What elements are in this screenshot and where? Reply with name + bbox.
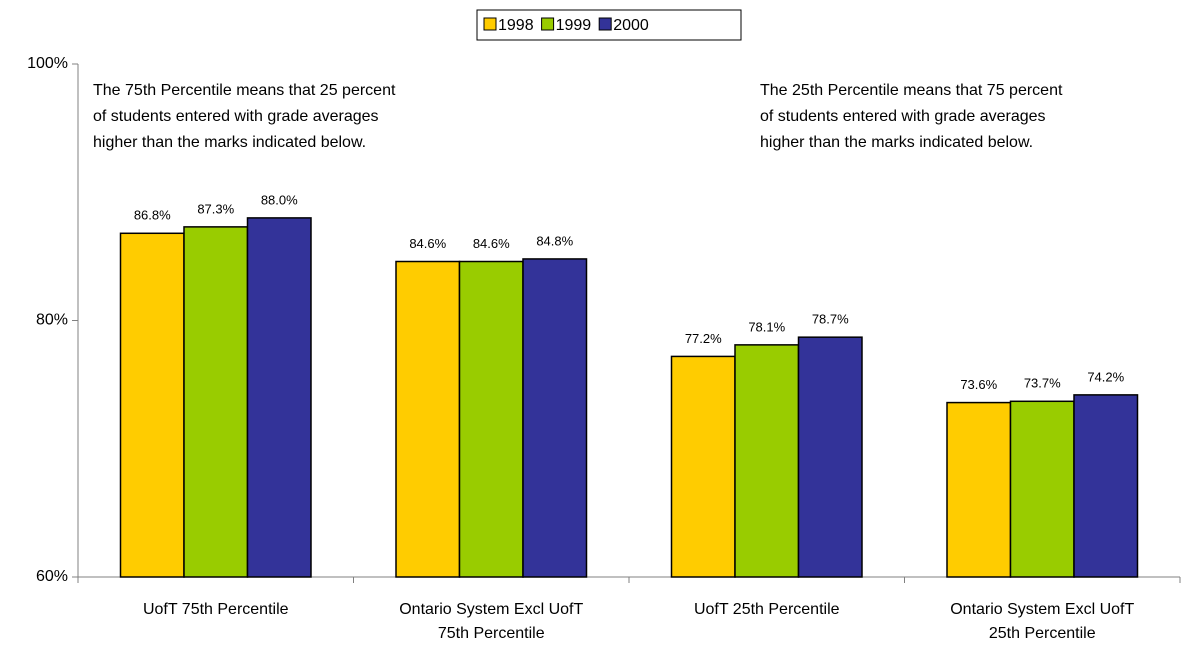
bar xyxy=(522,258,588,578)
x-tick-label: UofT 25th Percentile xyxy=(694,601,840,618)
y-tick-label: 60% xyxy=(36,568,68,585)
value-label: 73.6% xyxy=(960,377,997,392)
legend-swatch xyxy=(541,17,555,31)
value-label: 84.8% xyxy=(536,233,573,248)
bar xyxy=(183,226,249,578)
legend-label: 1998 xyxy=(498,17,534,34)
value-label: 87.3% xyxy=(197,201,234,216)
annotation: higher than the marks indicated below. xyxy=(93,134,366,151)
value-label: 78.1% xyxy=(748,319,785,334)
bar xyxy=(670,355,736,578)
bar xyxy=(1073,394,1139,578)
bar xyxy=(395,260,461,578)
value-label: 73.7% xyxy=(1024,376,1061,391)
annotation: of students entered with grade averages xyxy=(760,108,1046,125)
bar xyxy=(458,260,524,578)
value-label: 77.2% xyxy=(685,331,722,346)
bar xyxy=(797,336,863,578)
value-label: 84.6% xyxy=(473,236,510,251)
value-label: 88.0% xyxy=(261,192,298,207)
bar xyxy=(119,232,185,578)
y-tick-label: 100% xyxy=(27,55,68,72)
legend-label: 2000 xyxy=(613,17,649,34)
annotation: The 75th Percentile means that 25 percen… xyxy=(93,82,396,99)
annotation: of students entered with grade averages xyxy=(93,108,379,125)
value-label: 78.7% xyxy=(812,312,849,327)
bar xyxy=(734,344,800,578)
value-label: 86.8% xyxy=(134,208,171,223)
value-label: 84.6% xyxy=(409,236,446,251)
x-tick-label: UofT 75th Percentile xyxy=(143,601,289,618)
legend-swatch xyxy=(598,17,612,31)
y-tick-label: 80% xyxy=(36,312,68,329)
x-tick-label: Ontario System Excl UofT 75th Percentile xyxy=(399,601,583,642)
bar xyxy=(946,401,1012,578)
bar xyxy=(246,217,312,578)
legend-swatch xyxy=(483,17,497,31)
legend-label: 1999 xyxy=(556,17,592,34)
annotation: higher than the marks indicated below. xyxy=(760,134,1033,151)
x-tick-label: Ontario System Excl UofT 25th Percentile xyxy=(950,601,1134,642)
bar xyxy=(1009,400,1075,578)
value-label: 74.2% xyxy=(1087,369,1124,384)
annotation: The 25th Percentile means that 75 percen… xyxy=(760,82,1063,99)
